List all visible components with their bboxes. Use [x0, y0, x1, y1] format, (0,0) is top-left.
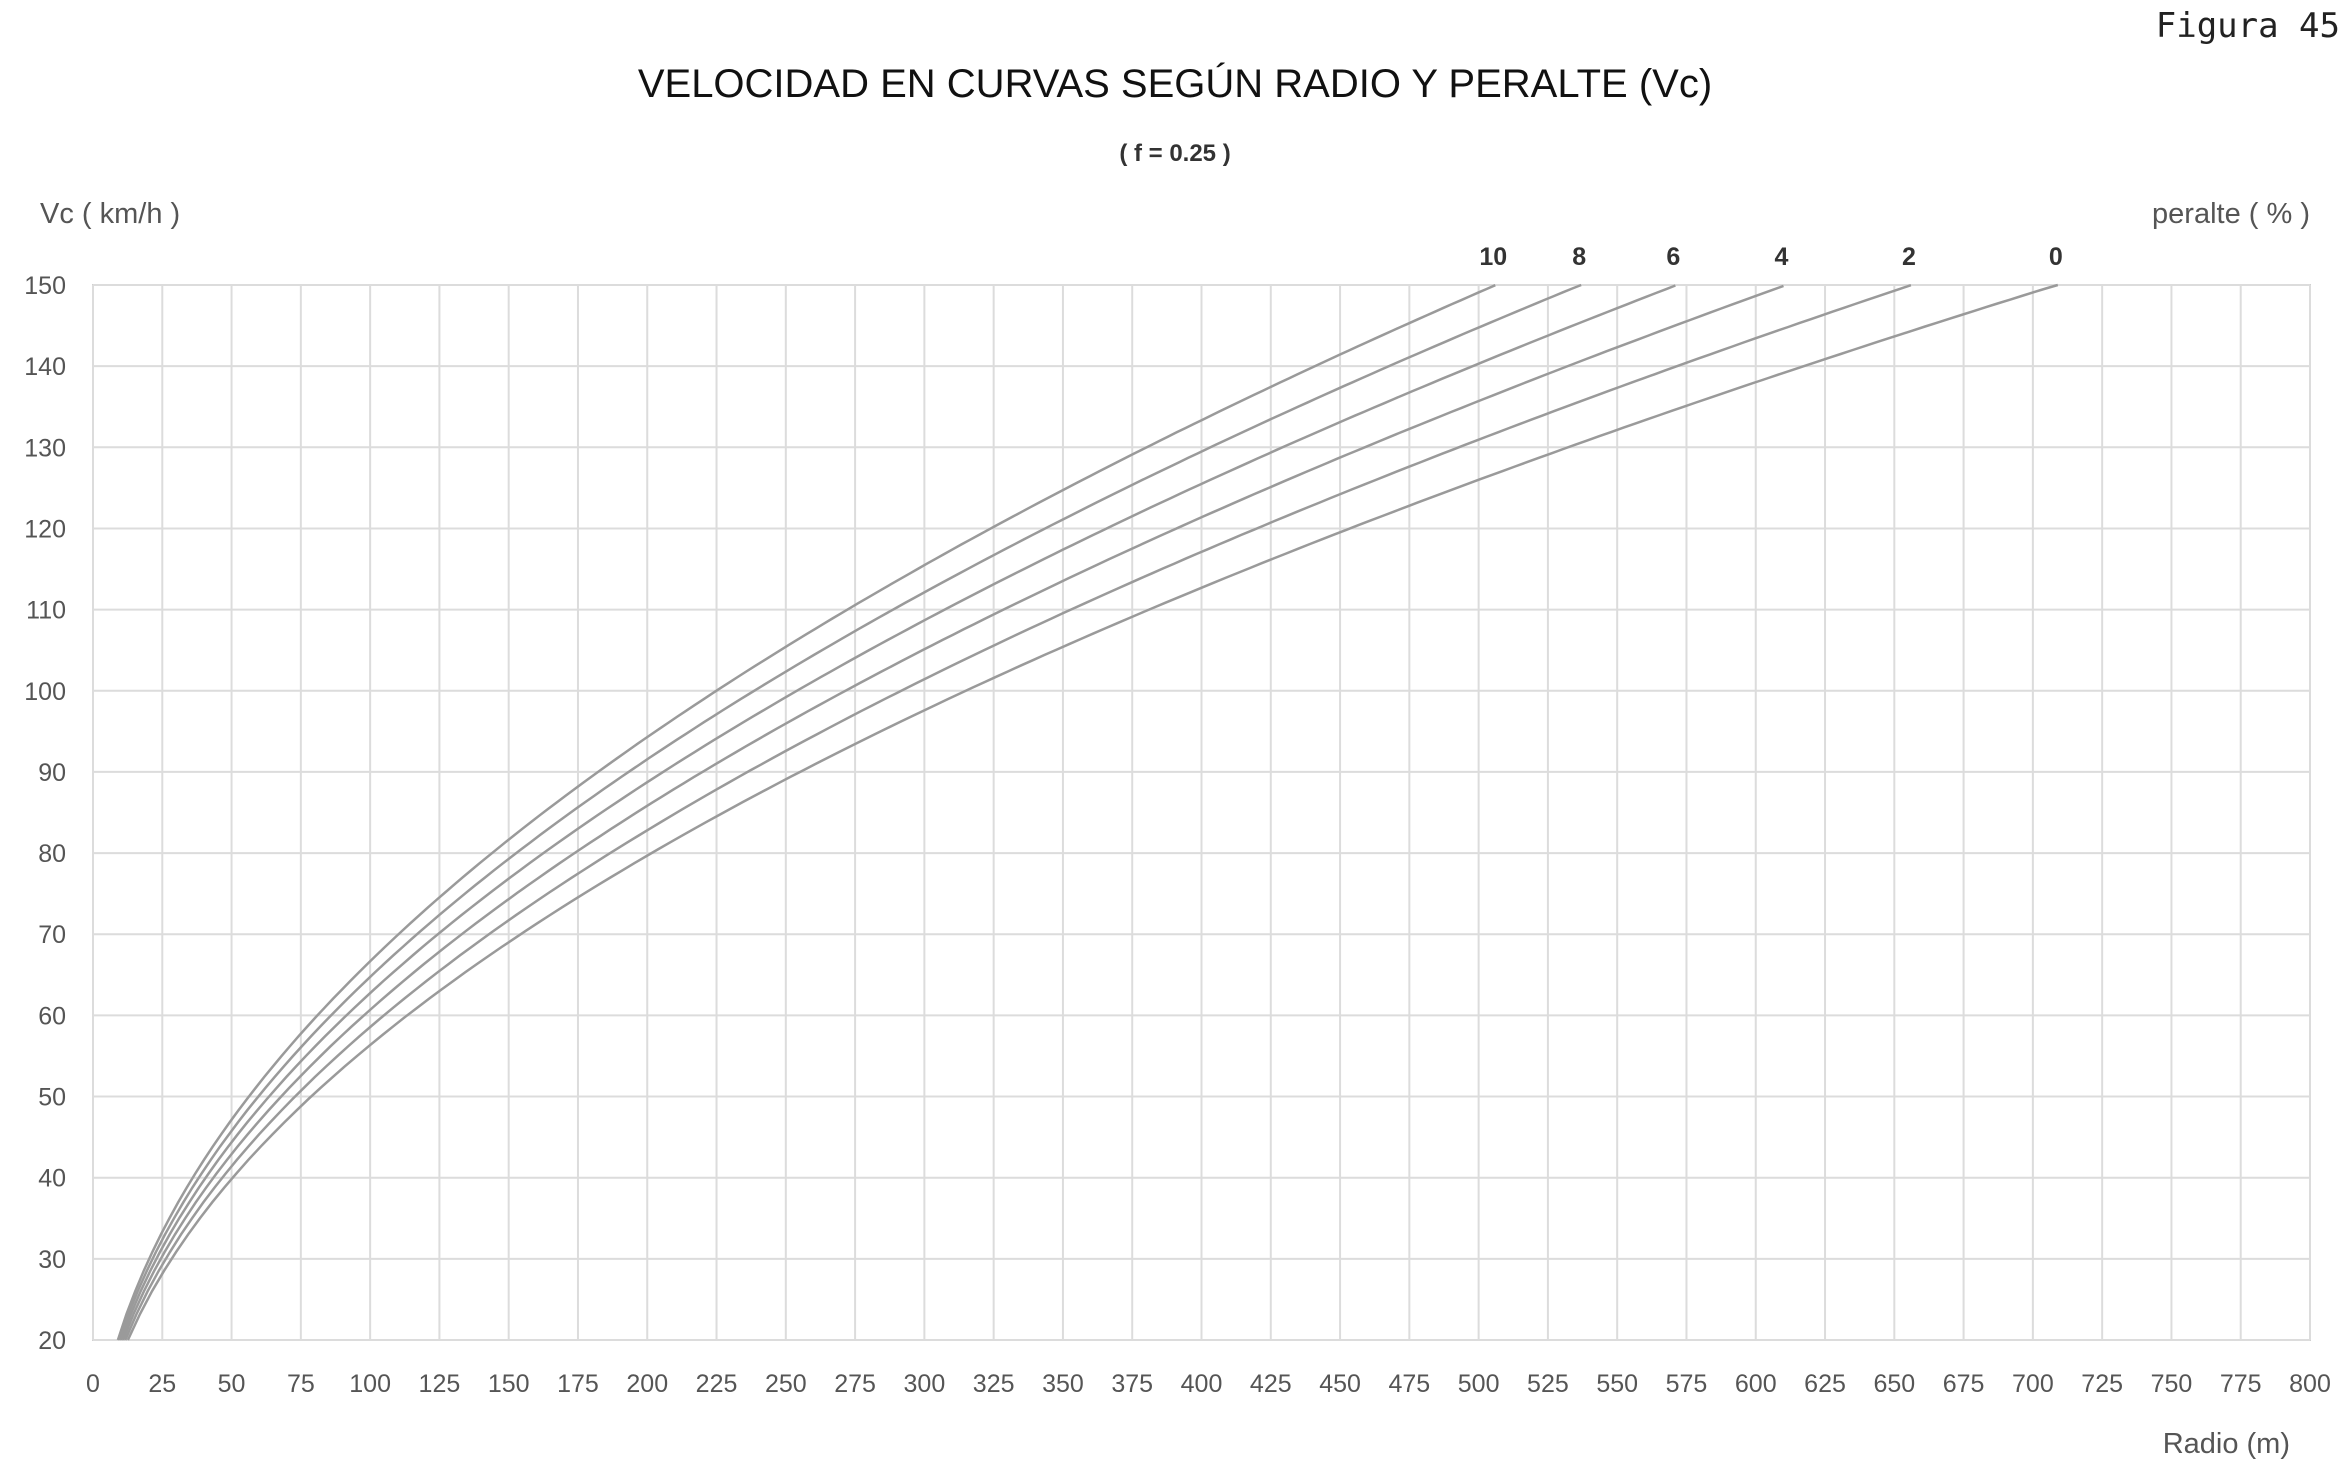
series-label-peralte-2: 2 [1902, 243, 1916, 271]
x-tick-label: 725 [2081, 1370, 2123, 1398]
x-tick-label: 25 [148, 1370, 176, 1398]
y-tick-label: 120 [24, 515, 66, 543]
x-tick-label: 250 [765, 1370, 807, 1398]
series-label-peralte-8: 8 [1572, 243, 1586, 271]
x-tick-label: 75 [287, 1370, 315, 1398]
y-tick-label: 30 [38, 1246, 66, 1274]
series-line-peralte-8 [118, 283, 1582, 1341]
y-tick-label: 110 [26, 597, 66, 625]
x-tick-label: 625 [1804, 1370, 1846, 1398]
x-tick-label: 400 [1181, 1370, 1223, 1398]
chart-title: VELOCIDAD EN CURVAS SEGÚN RADIO Y PERALT… [637, 62, 1713, 106]
y-tick-label: 150 [24, 272, 66, 300]
x-tick-label: 550 [1596, 1370, 1638, 1398]
y-tick-label: 60 [38, 1002, 66, 1030]
x-tick-label: 450 [1319, 1370, 1361, 1398]
chart-subtitle: ( f = 0.25 ) [1119, 140, 1231, 167]
series-line-peralte-0 [126, 283, 2059, 1341]
x-tick-label: 675 [1943, 1370, 1985, 1398]
x-tick-label: 100 [349, 1370, 391, 1398]
x-tick-label: 325 [973, 1370, 1015, 1398]
x-tick-label: 175 [557, 1370, 599, 1398]
x-tick-label: 150 [488, 1370, 530, 1398]
y-tick-label: 70 [38, 921, 66, 949]
x-tick-label: 200 [626, 1370, 668, 1398]
series-line-peralte-2 [124, 284, 1912, 1341]
series-line-peralte-4 [121, 284, 1784, 1341]
x-axis-label: Radio (m) [2163, 1428, 2290, 1460]
series-label-peralte-10: 10 [1479, 243, 1507, 271]
y-tick-label: 130 [24, 434, 66, 462]
x-tick-label: 225 [696, 1370, 738, 1398]
series-label-peralte-6: 6 [1666, 243, 1680, 271]
series-line-peralte-6 [120, 284, 1676, 1341]
x-tick-label: 700 [2012, 1370, 2054, 1398]
x-tick-label: 275 [834, 1370, 876, 1398]
y-tick-label: 40 [38, 1165, 66, 1193]
x-tick-label: 525 [1527, 1370, 1569, 1398]
x-tick-label: 350 [1042, 1370, 1084, 1398]
y-tick-label: 20 [38, 1327, 66, 1355]
x-tick-label: 600 [1735, 1370, 1777, 1398]
series-label-peralte-0: 0 [2049, 243, 2063, 271]
x-tick-label: 575 [1666, 1370, 1708, 1398]
x-tick-label: 475 [1388, 1370, 1430, 1398]
x-tick-label: 0 [86, 1370, 100, 1398]
x-tick-label: 300 [904, 1370, 946, 1398]
x-tick-label: 500 [1458, 1370, 1500, 1398]
x-tick-label: 375 [1111, 1370, 1153, 1398]
y-tick-label: 100 [24, 678, 66, 706]
x-tick-label: 750 [2151, 1370, 2193, 1398]
x-tick-label: 775 [2220, 1370, 2262, 1398]
y-tick-label: 90 [38, 759, 66, 787]
x-tick-label: 50 [218, 1370, 246, 1398]
x-tick-label: 425 [1250, 1370, 1292, 1398]
y-axis-label: Vc ( km/h ) [40, 198, 180, 230]
figure-label: Figura 45 [2155, 6, 2340, 46]
y-tick-label: 140 [24, 353, 66, 381]
x-tick-label: 125 [419, 1370, 461, 1398]
y-tick-label: 80 [38, 840, 66, 868]
x-tick-label: 800 [2289, 1370, 2331, 1398]
legend-title: peralte ( % ) [2152, 198, 2310, 230]
x-tick-label: 650 [1873, 1370, 1915, 1398]
y-tick-label: 50 [38, 1084, 66, 1112]
series-line-peralte-10 [116, 284, 1496, 1341]
series-label-peralte-4: 4 [1775, 243, 1789, 271]
